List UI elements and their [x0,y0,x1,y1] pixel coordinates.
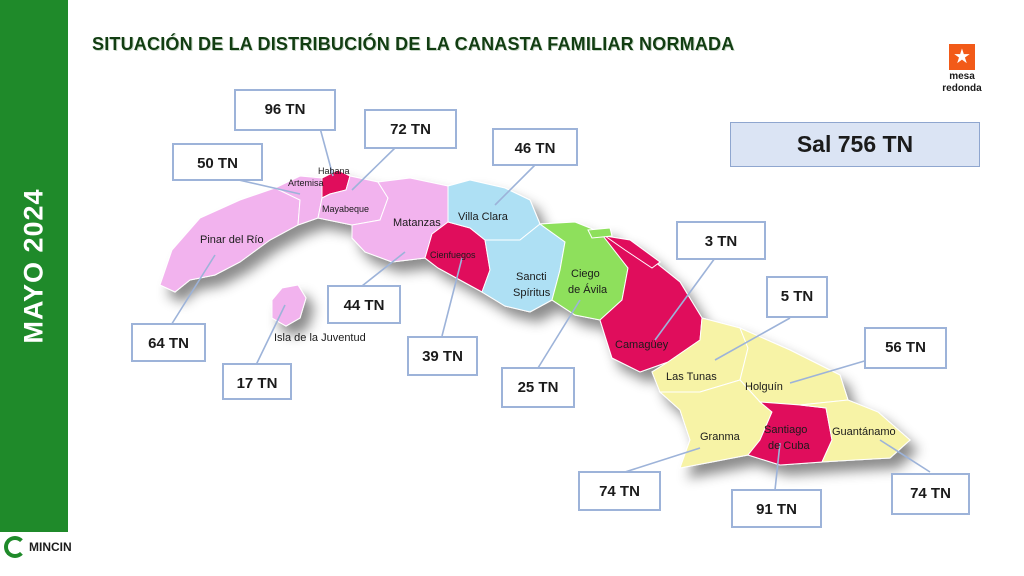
province-camaguey [599,231,703,373]
label-artemisa: 50 TN [172,143,263,181]
label-habana: 96 TN [234,89,336,131]
mesa-redonda-logo: ★ mesa redonda [934,44,990,94]
label-santiago: 91 TN [731,489,822,528]
prov-name-pinar: Pinar del Río [200,234,264,246]
prov-name-holguin: Holguín [745,381,783,393]
label-granma: 74 TN [578,471,661,511]
prov-name-mayabeque: Mayabeque [322,204,369,214]
label-cienfuegos: 39 TN [407,336,478,376]
label-pinar: 64 TN [131,323,206,362]
label-mayabeque: 72 TN [364,109,457,149]
mincin-logo: MINCIN [4,536,72,558]
label-holguin: 56 TN [864,327,947,369]
sidebar: MAYO 2024 [0,0,68,532]
label-ciego: 25 TN [501,367,575,408]
label-villaclara: 46 TN [492,128,578,166]
label-lastunas: 5 TN [766,276,828,318]
label-guantanamo: 74 TN [891,473,970,515]
prov-name-santiago-1: Santiago [764,424,807,436]
prov-name-guantanamo: Guantánamo [832,426,896,438]
prov-name-camaguey: Camagüey [615,339,669,351]
prov-name-isla: Isla de la Juventud [274,332,366,344]
label-camaguey: 3 TN [676,221,766,260]
cayo-green [587,227,613,239]
prov-name-lastunas: Las Tunas [666,371,717,383]
province-holguin [739,327,849,406]
prov-name-granma: Granma [700,431,741,443]
summary-total-box: Sal 756 TN [730,122,980,167]
prov-name-sancti-2: Spíritus [513,287,551,299]
label-isla: 17 TN [222,363,292,400]
logo-line2: redonda [942,83,982,94]
mincin-logo-text: MINCIN [29,540,72,554]
prov-name-sancti-1: Sancti [516,271,547,283]
star-icon: ★ [949,44,975,70]
cayo-north [604,235,661,269]
label-matanzas: 44 TN [327,285,401,324]
page-title: SITUACIÓN DE LA DISTRIBUCIÓN DE LA CANAS… [92,34,735,54]
prov-name-matanzas: Matanzas [393,217,441,229]
prov-name-ciego-2: de Ávila [568,283,608,296]
prov-name-habana: Habana [318,166,350,176]
mincin-logo-icon [4,536,26,558]
logo-line1: mesa [949,71,975,82]
prov-name-santiago-2: de Cuba [768,440,810,452]
prov-name-villaclara: Villa Clara [458,211,509,223]
prov-name-cienfuegos: Cienfuegos [430,250,476,260]
prov-name-artemisa: Artemisa [288,178,324,188]
province-guantanamo [799,399,911,463]
prov-name-ciego-1: Ciego [571,268,600,280]
